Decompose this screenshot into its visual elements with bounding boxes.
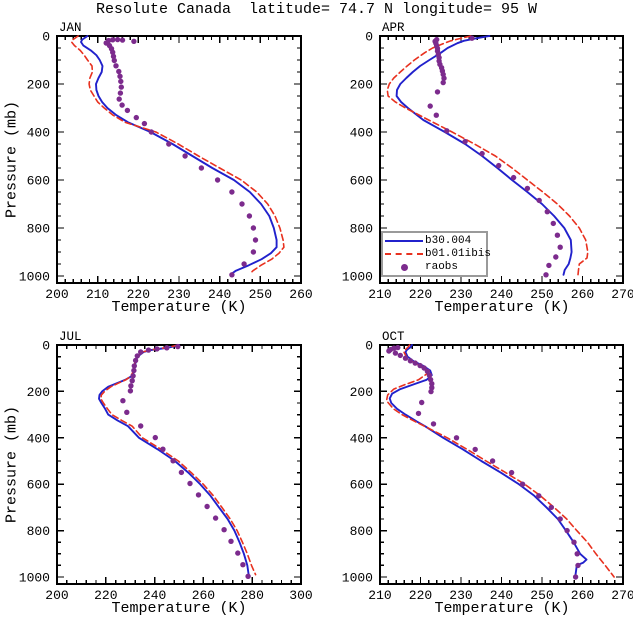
x-tick-label: 220 [127, 287, 150, 302]
x-tick-label: 240 [143, 588, 166, 603]
x-tick-label: 230 [167, 287, 190, 302]
x-tick-label: 250 [530, 588, 553, 603]
x-tick-label: 210 [86, 287, 109, 302]
series-raobs [103, 36, 259, 278]
y-tick-label: 600 [27, 174, 50, 189]
x-tick-label: 240 [208, 287, 231, 302]
y-tick-label: 800 [27, 222, 50, 237]
legend-solid-line-sample [385, 237, 423, 245]
x-tick-label: 300 [289, 588, 312, 603]
legend-item-b30: b30.004 [385, 234, 484, 247]
y-tick-label: 400 [27, 126, 50, 141]
series-raobs [120, 343, 251, 579]
x-tick-label: 230 [449, 287, 472, 302]
tick-marks [379, 35, 624, 283]
legend-dot-sample [385, 263, 423, 272]
y-tick-label: 1000 [342, 571, 373, 586]
legend-label-raobs: raobs [425, 261, 459, 274]
legend-dashed-line-sample [385, 250, 423, 258]
x-tick-label: 240 [490, 588, 513, 603]
x-tick-label: 270 [611, 588, 633, 603]
series-b01.01ibis [100, 344, 257, 576]
y-tick-label: 400 [350, 126, 373, 141]
tick-marks [379, 344, 624, 584]
y-tick-label: 200 [27, 78, 50, 93]
x-tick-label: 260 [571, 588, 594, 603]
series-b01.01ibis [386, 35, 589, 276]
panel-title-apr: APR [382, 21, 405, 35]
y-tick-label: 0 [42, 339, 50, 354]
panel-title-jan: JAN [59, 21, 82, 35]
tick-marks [56, 35, 302, 283]
y-tick-label: 200 [27, 385, 50, 400]
y-tick-label: 0 [365, 339, 373, 354]
y-tick-label: 800 [27, 524, 50, 539]
x-tick-label: 210 [368, 588, 391, 603]
y-tick-label: 200 [350, 385, 373, 400]
x-axis-label-jul: Temperature (K) [111, 600, 247, 617]
x-tick-label: 250 [249, 287, 272, 302]
y-tick-label: 600 [27, 478, 50, 493]
y-tick-label: 800 [350, 524, 373, 539]
panel-oct: 210 220 230 240 250 260 270 0 200 400 600 800 1000 [342, 339, 633, 604]
y-tick-label: 0 [42, 30, 50, 45]
panel-title-jul: JUL [59, 330, 82, 344]
x-tick-label: 200 [45, 287, 68, 302]
panel-jan: 200 210 220 230 240 250 260 0 200 400 600 800 1000 [19, 30, 313, 303]
panel-apr: 210 220 230 240 250 260 270 0 200 400 600 800 1000 [342, 30, 633, 303]
x-tick-label: 260 [192, 588, 215, 603]
x-axis-label-jan: Temperature (K) [111, 299, 247, 316]
plot-frame [379, 344, 624, 585]
x-tick-label: 230 [449, 588, 472, 603]
y-tick-label: 1000 [19, 571, 50, 586]
x-tick-label: 210 [368, 287, 391, 302]
series-raobs [386, 344, 581, 580]
plot-frame [56, 35, 302, 284]
y-tick-label: 600 [350, 478, 373, 493]
x-tick-label: 220 [409, 588, 432, 603]
series-raobs [427, 35, 563, 278]
tick-marks [56, 344, 302, 584]
x-tick-label: 220 [409, 287, 432, 302]
x-tick-label: 250 [530, 287, 553, 302]
x-tick-label: 200 [45, 588, 68, 603]
y-tick-label: 200 [350, 78, 373, 93]
series-b01.01ibis [385, 344, 615, 578]
x-tick-label: 260 [289, 287, 312, 302]
panel-jul: 200 220 240 260 280 300 0 200 400 600 800 1000 [19, 339, 313, 604]
y-tick-label: 600 [350, 174, 373, 189]
x-tick-label: 220 [94, 588, 117, 603]
legend-item-raobs: raobs [385, 261, 484, 274]
legend-label-b30: b30.004 [425, 234, 472, 247]
y-tick-label: 1000 [19, 270, 50, 285]
y-tick-label: 400 [27, 431, 50, 446]
series-b30.004 [80, 35, 278, 276]
series-b01.01ibis [70, 35, 285, 274]
legend-item-b01: b01.01ibis [385, 247, 491, 260]
x-tick-label: 260 [571, 287, 594, 302]
y-tick-label: 800 [350, 222, 373, 237]
series-b30.004 [395, 35, 573, 276]
x-axis-label-oct: Temperature (K) [434, 600, 570, 617]
y-tick-label: 0 [365, 30, 373, 45]
legend: b30.004 b01.01ibis raobs [381, 231, 491, 277]
x-axis-label-apr: Temperature (K) [434, 299, 570, 316]
y-tick-label: 1000 [342, 270, 373, 285]
x-tick-label: 240 [490, 287, 513, 302]
x-tick-label: 270 [611, 287, 633, 302]
legend-label-b01: b01.01ibis [425, 247, 492, 260]
y-tick-label: 400 [350, 431, 373, 446]
panel-title-oct: OCT [382, 330, 405, 344]
main-title: Resolute Canada latitude= 74.7 N longitu… [95, 1, 538, 18]
x-tick-label: 280 [240, 588, 263, 603]
